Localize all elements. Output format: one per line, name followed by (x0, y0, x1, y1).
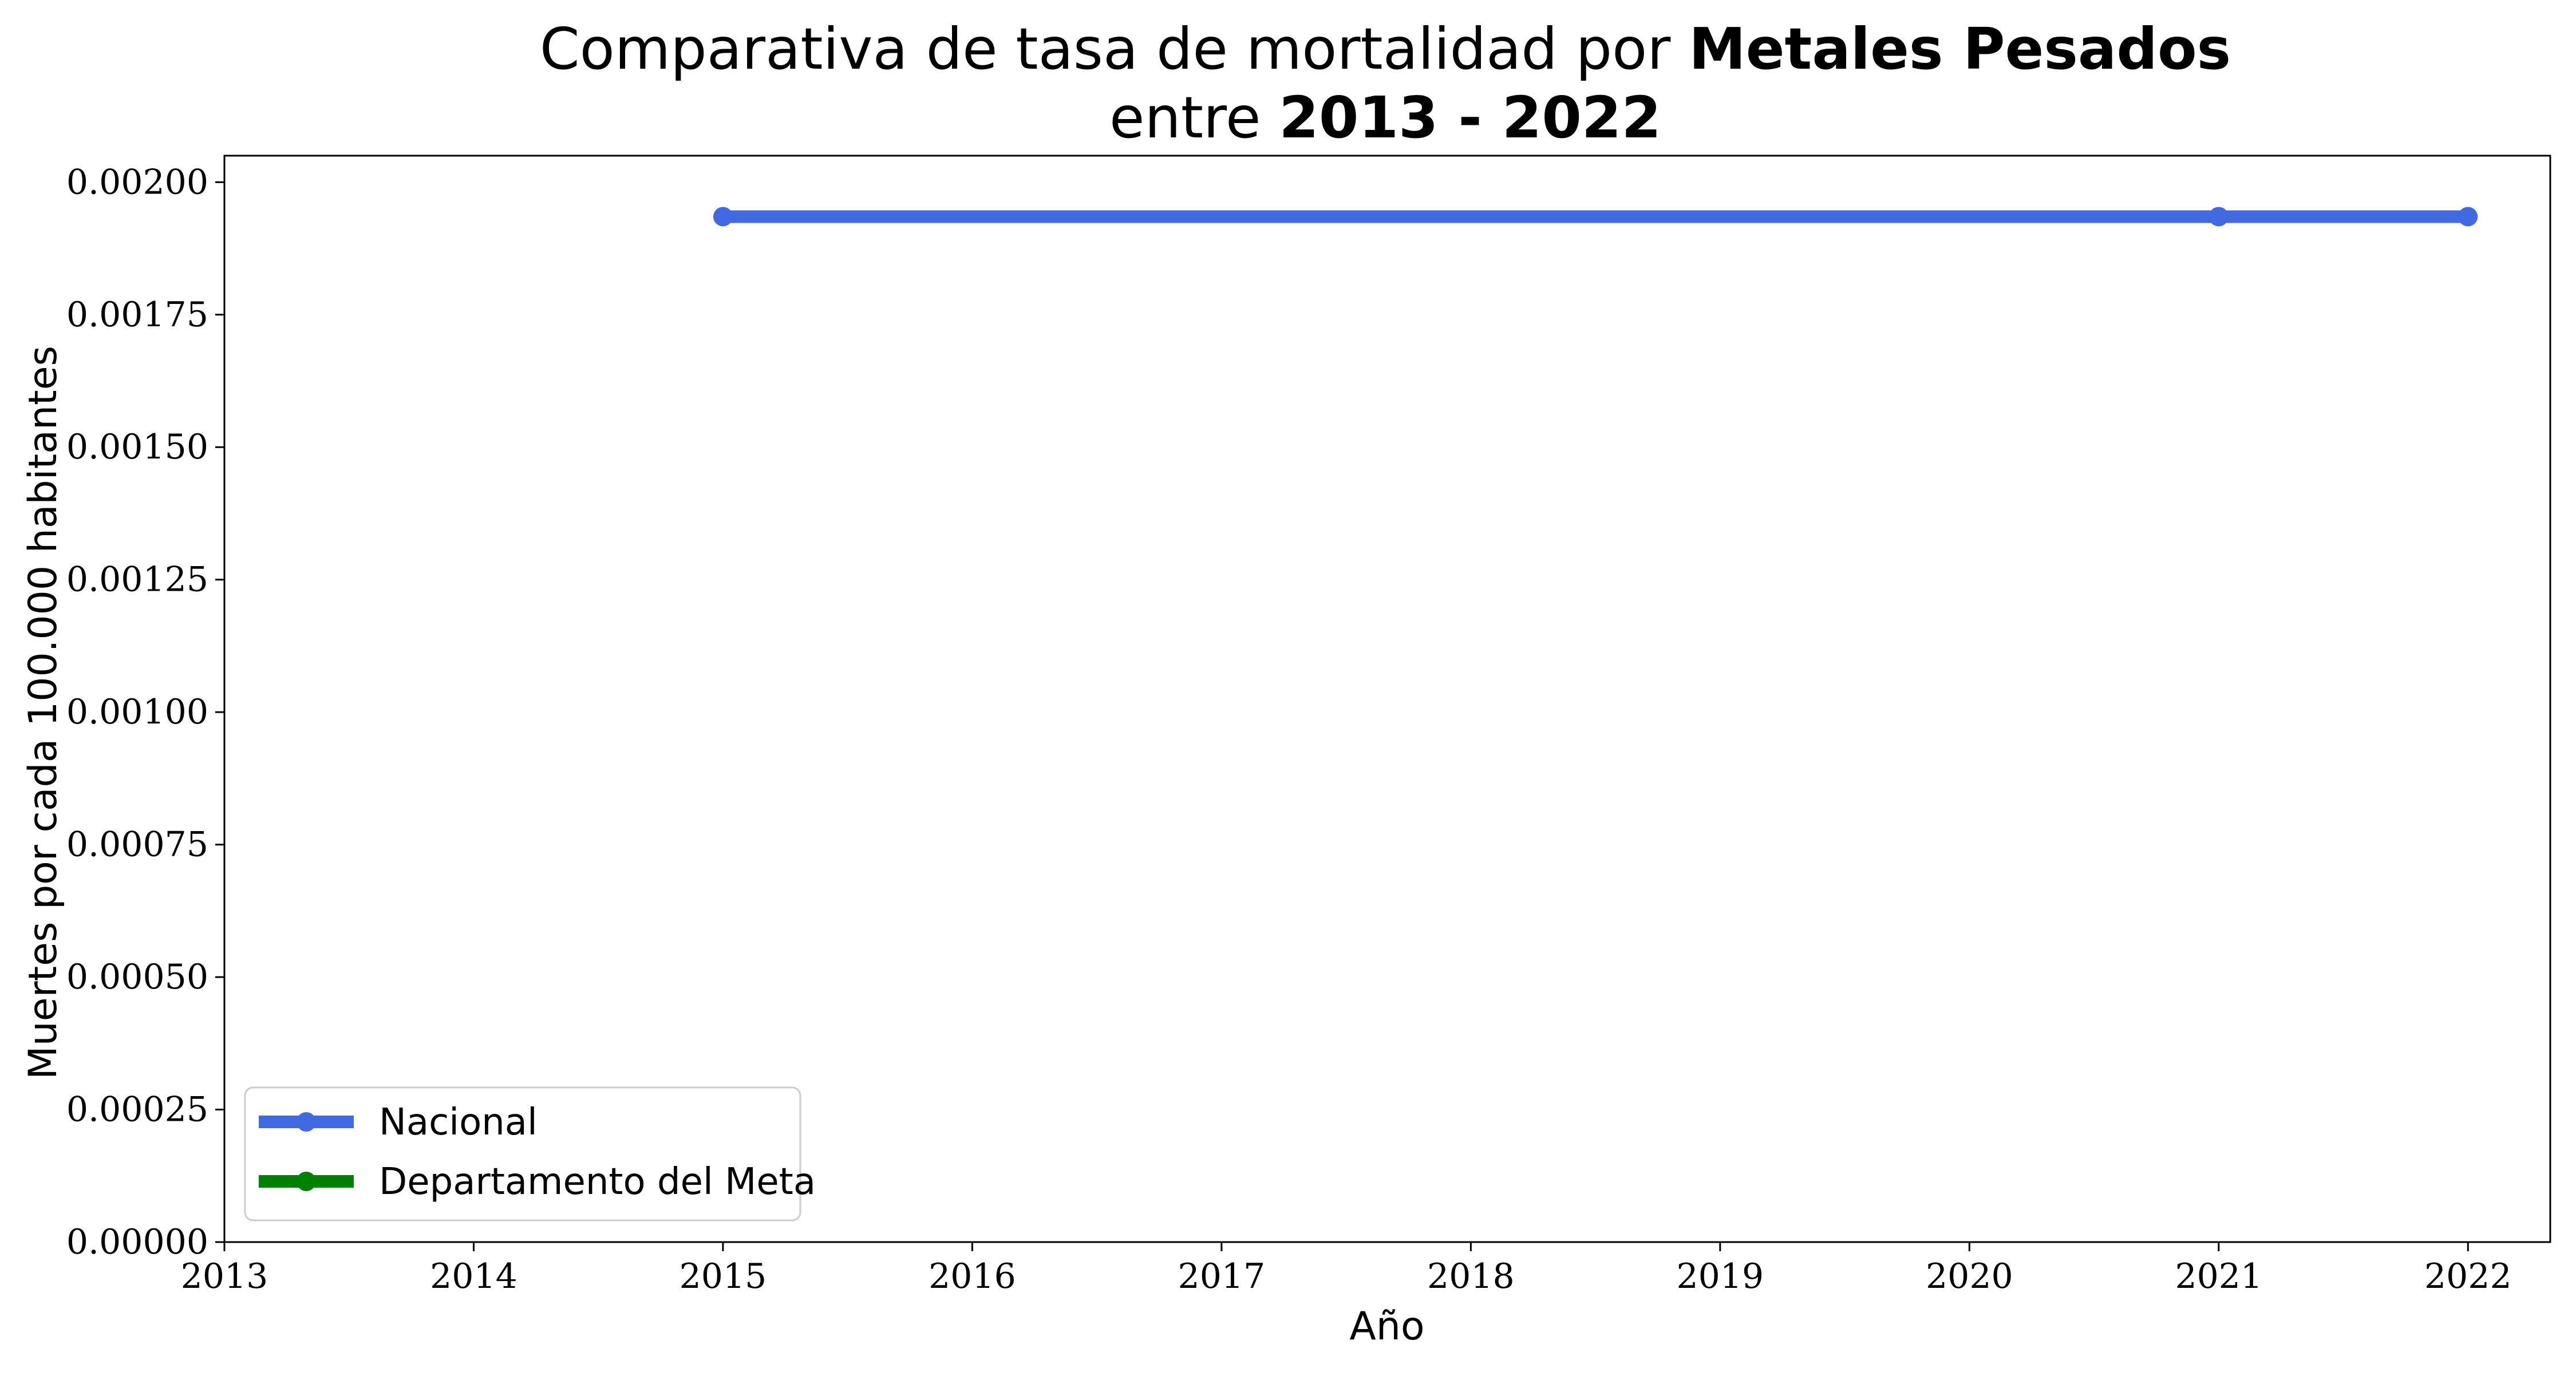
y-tick-label: 0.00100 (66, 692, 208, 732)
x-tick-label: 2020 (1926, 1256, 2013, 1296)
x-tick-label: 2021 (2175, 1256, 2262, 1296)
legend-box (244, 1086, 801, 1221)
series-point (2208, 207, 2229, 227)
y-tick-label: 0.00150 (66, 427, 208, 467)
series-point (2458, 207, 2478, 227)
chart-title-emphasis: Metales Pesados (1689, 15, 2231, 82)
plot-area: 2013 2014 2015 2016 2017 2018 2019 2020 2021 2022… (66, 155, 2551, 1296)
legend: Nacional Departamento del Meta (244, 1086, 816, 1221)
legend-swatch-marker (297, 1172, 316, 1191)
chart-title-line-2: entre 2013 - 2022 (1109, 84, 1661, 151)
legend-swatch-marker (297, 1112, 316, 1132)
chart-subtitle-years: 2013 - 2022 (1279, 84, 1661, 151)
x-tick-label: 2022 (2424, 1256, 2512, 1296)
series-point (713, 207, 733, 227)
x-tick-label: 2015 (679, 1256, 767, 1296)
x-tick-label: 2017 (1178, 1256, 1266, 1296)
y-axis-label: Muertes por cada 100.000 habitantes (21, 346, 66, 1080)
chart-title-line-1: Comparativa de tasa de mortalidad por Me… (540, 15, 2231, 82)
y-tick-label: 0.00075 (66, 825, 208, 865)
axes-frame (223, 155, 2551, 1243)
legend-label: Departamento del Meta (379, 1161, 816, 1203)
x-tick-label: 2019 (1677, 1256, 1764, 1296)
y-tick-label: 0.00175 (66, 295, 208, 335)
y-tick-label: 0.00125 (66, 560, 208, 600)
x-tick-label: 2018 (1427, 1256, 1515, 1296)
y-tick-label: 0.00025 (66, 1090, 208, 1130)
y-tick-label: 0.00200 (66, 162, 208, 202)
y-tick-label: 0.00050 (66, 957, 208, 997)
x-tick-label: 2016 (929, 1256, 1016, 1296)
x-tick-label: 2014 (430, 1256, 517, 1296)
x-tick-label: 2013 (181, 1256, 268, 1296)
x-axis-label: Año (1349, 1304, 1424, 1349)
legend-label: Nacional (379, 1101, 538, 1144)
y-tick-label: 0.00000 (66, 1222, 208, 1262)
chart-subtitle-prefix: entre (1109, 84, 1279, 151)
chart-title-prefix: Comparativa de tasa de mortalidad por (540, 15, 1689, 82)
